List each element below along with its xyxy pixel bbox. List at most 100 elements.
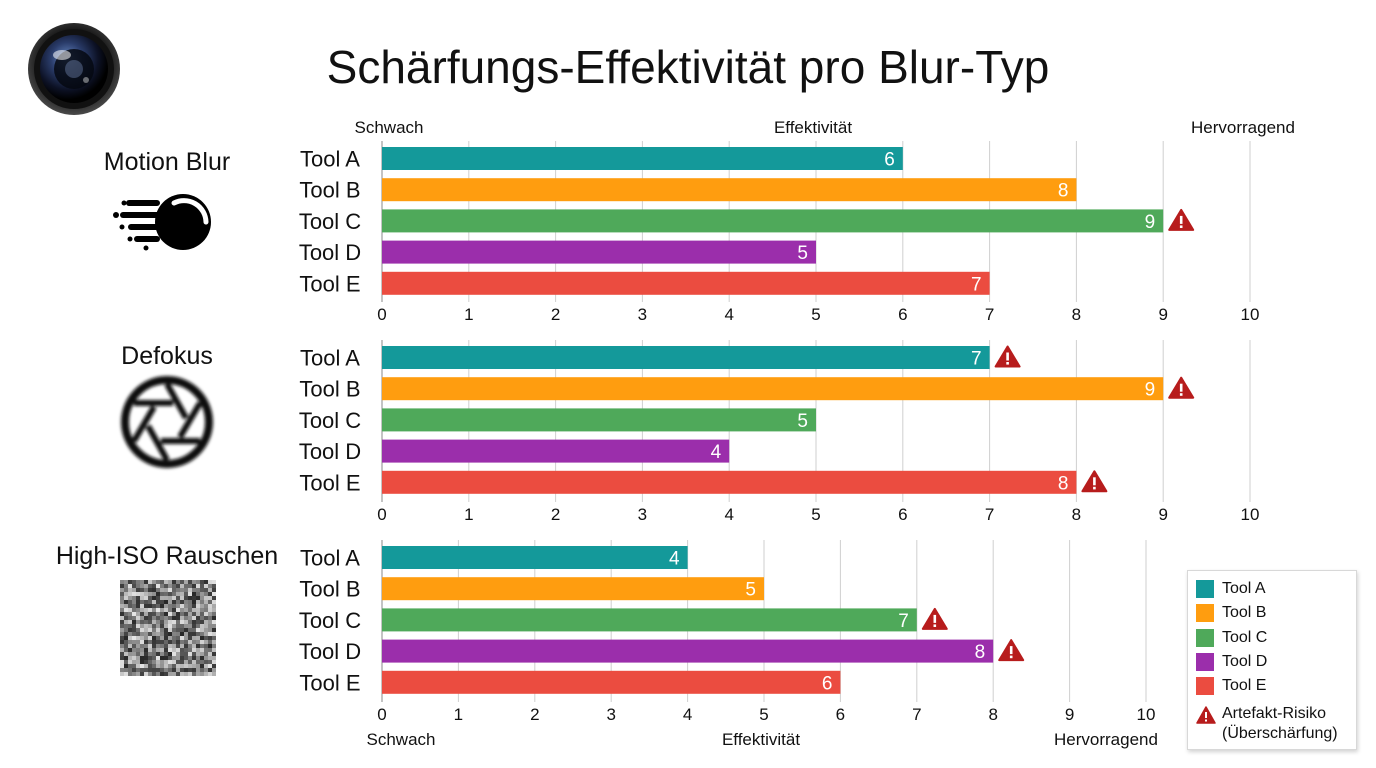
aperture-icon	[121, 376, 213, 468]
motion-blur-icon	[113, 194, 211, 251]
category-label: Tool A	[300, 346, 360, 371]
tick-label: 2	[551, 305, 560, 324]
bar	[382, 470, 1077, 494]
bar-value-label: 5	[797, 243, 808, 264]
bar	[382, 608, 917, 632]
tick-label: 6	[836, 705, 845, 724]
category-label: Tool B	[299, 577, 360, 602]
bar	[382, 577, 764, 601]
tick-label: 8	[988, 705, 997, 724]
tick-label: 3	[606, 705, 615, 724]
tick-label: 8	[1072, 305, 1081, 324]
legend-item: Tool D	[1196, 650, 1348, 674]
category-label: Tool B	[299, 377, 360, 402]
bar	[382, 346, 990, 369]
chart-legend: Tool A Tool B Tool C Tool D Tool E Artefakt-…	[1187, 570, 1357, 750]
category-label: Tool D	[299, 439, 361, 464]
tick-label: 2	[530, 705, 539, 724]
warning-triangle-icon	[1168, 208, 1195, 231]
bar-value-label: 7	[971, 349, 982, 370]
tick-label: 9	[1158, 305, 1167, 324]
tick-label: 3	[638, 505, 647, 524]
category-label: Tool E	[299, 470, 360, 495]
axis-label-top-left: Schwach	[355, 118, 424, 137]
tick-label: 8	[1072, 505, 1081, 524]
axis-label-top-center: Effektivität	[774, 118, 852, 137]
bar-value-label: 6	[822, 673, 833, 694]
bar	[382, 240, 816, 264]
tick-label: 10	[1241, 505, 1260, 524]
bar	[382, 271, 990, 295]
bar-value-label: 4	[711, 442, 722, 463]
category-label: Tool C	[299, 209, 361, 234]
legend-swatch	[1196, 604, 1214, 623]
legend-swatch	[1196, 677, 1214, 696]
category-label: Tool C	[299, 608, 361, 633]
bar-value-label: 8	[975, 642, 986, 663]
tick-label: 1	[464, 305, 473, 324]
legend-label: Tool B	[1222, 604, 1267, 622]
legend-item: Tool E	[1196, 674, 1348, 698]
bar	[382, 178, 1077, 202]
tick-label: 2	[551, 505, 560, 524]
tick-label: 1	[464, 505, 473, 524]
bar-value-label: 9	[1145, 212, 1156, 233]
bar	[382, 209, 1164, 233]
axis-label-bottom-center: Effektivität	[722, 730, 800, 749]
warning-triangle-icon	[994, 345, 1021, 368]
tick-label: 4	[724, 305, 733, 324]
axis-label-top-right: Hervorragend	[1191, 118, 1295, 137]
bar-value-label: 4	[669, 549, 680, 570]
bar-value-label: 5	[745, 580, 756, 601]
bar-value-label: 5	[797, 411, 808, 432]
category-label: Tool A	[300, 147, 360, 172]
legend-label: Tool C	[1222, 628, 1268, 646]
legend-label: Tool A	[1222, 580, 1266, 598]
tick-label: 5	[811, 505, 820, 524]
panel-title-motion-blur: Motion Blur	[104, 148, 230, 176]
bar	[382, 670, 841, 694]
tick-label: 10	[1137, 705, 1156, 724]
warning-triangle-icon	[1168, 376, 1195, 399]
legend-risk-sublabel: (Überschärfung)	[1222, 725, 1338, 743]
tick-label: 7	[985, 505, 994, 524]
tick-label: 7	[912, 705, 921, 724]
category-label: Tool E	[299, 670, 360, 695]
legend-item: Tool B	[1196, 601, 1348, 625]
bar	[382, 147, 903, 170]
bar-value-label: 7	[898, 611, 909, 632]
category-label: Tool D	[299, 639, 361, 664]
camera-lens-icon	[28, 23, 120, 115]
bar	[382, 439, 730, 463]
category-label: Tool D	[299, 240, 361, 265]
bar-value-label: 8	[1058, 181, 1069, 202]
tick-label: 4	[683, 705, 692, 724]
legend-label: Tool D	[1222, 653, 1268, 671]
legend-label: Tool E	[1222, 677, 1267, 695]
legend-swatch	[1196, 580, 1214, 599]
category-label: Tool C	[299, 408, 361, 433]
tick-label: 3	[638, 305, 647, 324]
warning-triangle-icon	[1196, 706, 1216, 725]
panel-title-defokus: Defokus	[121, 342, 213, 370]
legend-risk-label: Artefakt-Risiko	[1222, 705, 1327, 723]
bar-value-label: 8	[1058, 473, 1069, 494]
category-label: Tool B	[299, 178, 360, 203]
tick-label: 0	[377, 305, 386, 324]
tick-label: 5	[759, 705, 768, 724]
tick-label: 6	[898, 305, 907, 324]
noise-pattern-icon	[120, 580, 216, 676]
tick-label: 5	[811, 305, 820, 324]
tick-label: 1	[454, 705, 463, 724]
warning-triangle-icon	[1081, 470, 1108, 493]
tick-label: 7	[985, 305, 994, 324]
tick-label: 9	[1158, 505, 1167, 524]
tick-label: 0	[377, 505, 386, 524]
legend-item-artifact-risk: Artefakt-Risiko (Überschärfung)	[1196, 704, 1348, 744]
tick-label: 6	[898, 505, 907, 524]
axis-label-bottom-right: Hervorragend	[1054, 730, 1158, 749]
bar	[382, 408, 816, 432]
bar	[382, 546, 688, 569]
